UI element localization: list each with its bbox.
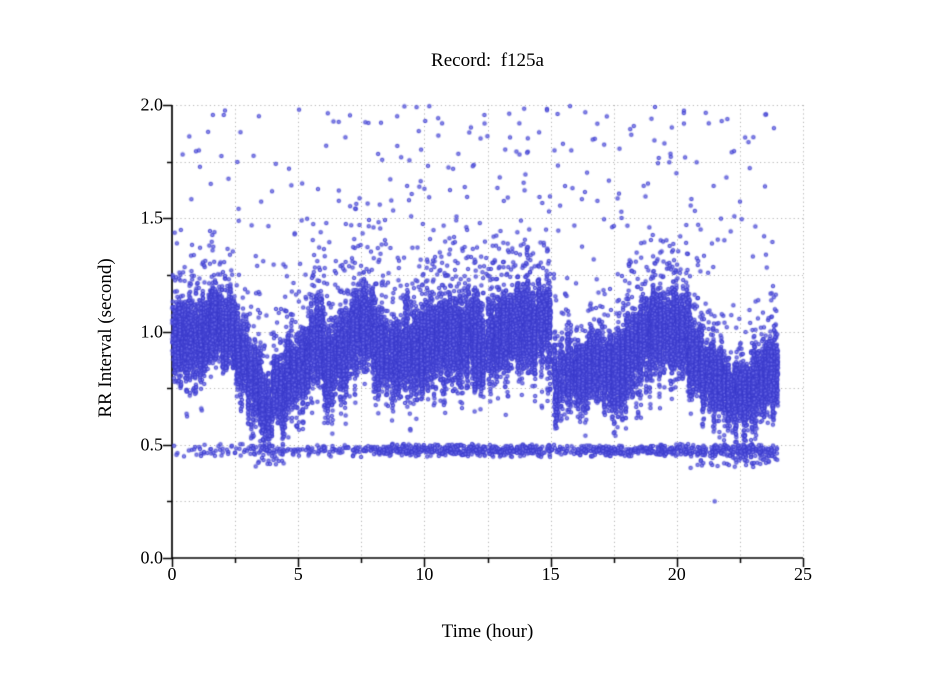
y-tick-label: 0.0 bbox=[140, 547, 164, 568]
y-axis-label: RR Interval (second) bbox=[95, 258, 116, 418]
y-tick-label: 0.5 bbox=[140, 434, 164, 455]
x-tick-label: 25 bbox=[794, 564, 812, 584]
y-tick-label: 1.0 bbox=[140, 321, 164, 341]
x-tick-label: 15 bbox=[541, 564, 560, 584]
x-tick-label: 20 bbox=[667, 564, 686, 584]
chart-title: Record: f125a bbox=[431, 50, 544, 71]
x-tick-label: 0 bbox=[167, 564, 177, 584]
x-tick-label: 5 bbox=[293, 564, 303, 584]
y-tick-label: 1.5 bbox=[140, 207, 164, 228]
x-axis-label: Time (hour) bbox=[441, 621, 534, 642]
y-tick-label: 2.0 bbox=[140, 94, 164, 115]
x-tick-label: 10 bbox=[415, 564, 434, 584]
